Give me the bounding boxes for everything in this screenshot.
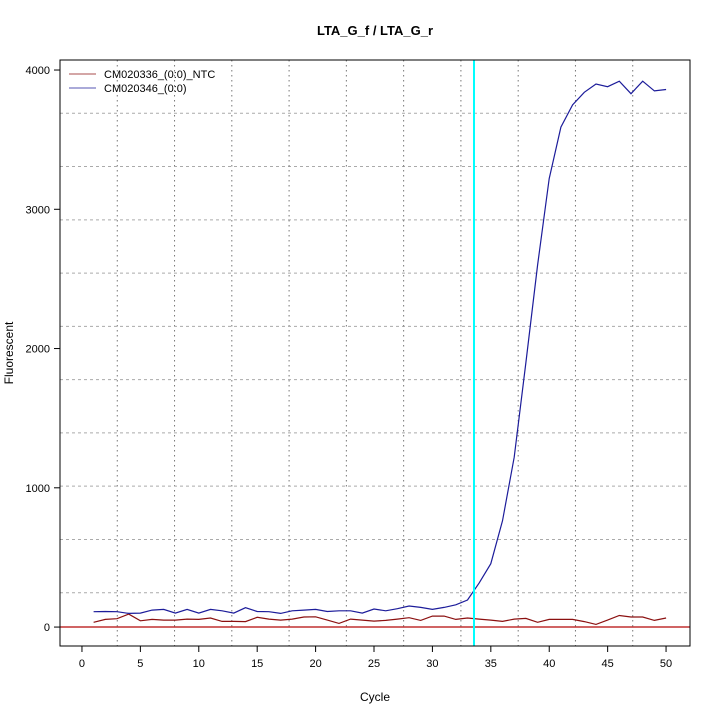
x-tick-label: 5 (137, 658, 143, 670)
y-axis-label: Fluorescent (2, 321, 16, 384)
x-tick-label: 40 (543, 658, 555, 670)
x-tick-label: 30 (426, 658, 438, 670)
x-tick-label: 10 (193, 658, 205, 670)
y-axis: 0 1000 2000 3000 4000 (26, 65, 60, 634)
series-lines (60, 60, 690, 646)
chart-title: LTA_G_f / LTA_G_r (317, 23, 433, 38)
x-tick-label: 0 (79, 658, 85, 670)
series-line-2 (93, 80, 667, 615)
series-line-1 (93, 613, 667, 626)
x-tick-label: 20 (309, 658, 321, 670)
y-tick-label: 2000 (26, 344, 50, 356)
x-axis-label: Cycle (360, 690, 390, 704)
y-tick-label: 3000 (26, 204, 50, 216)
legend-label: CM020336_(0:0)_NTC (104, 69, 215, 81)
x-tick-label: 15 (251, 658, 263, 670)
x-axis: 0 5 10 15 20 25 30 35 40 45 50 (79, 646, 672, 670)
y-tick-label: 0 (44, 622, 50, 634)
x-tick-label: 45 (602, 658, 614, 670)
plot-frame (59, 59, 691, 647)
legend: CM020336_(0:0)_NTC CM020346_(0:0) (69, 69, 215, 95)
x-tick-label: 50 (660, 658, 672, 670)
y-tick-label: 1000 (26, 483, 50, 495)
y-tick-label: 4000 (26, 65, 50, 77)
x-tick-label: 25 (368, 658, 380, 670)
legend-label: CM020346_(0:0) (104, 83, 187, 95)
x-tick-label: 35 (485, 658, 497, 670)
grid (60, 60, 690, 646)
